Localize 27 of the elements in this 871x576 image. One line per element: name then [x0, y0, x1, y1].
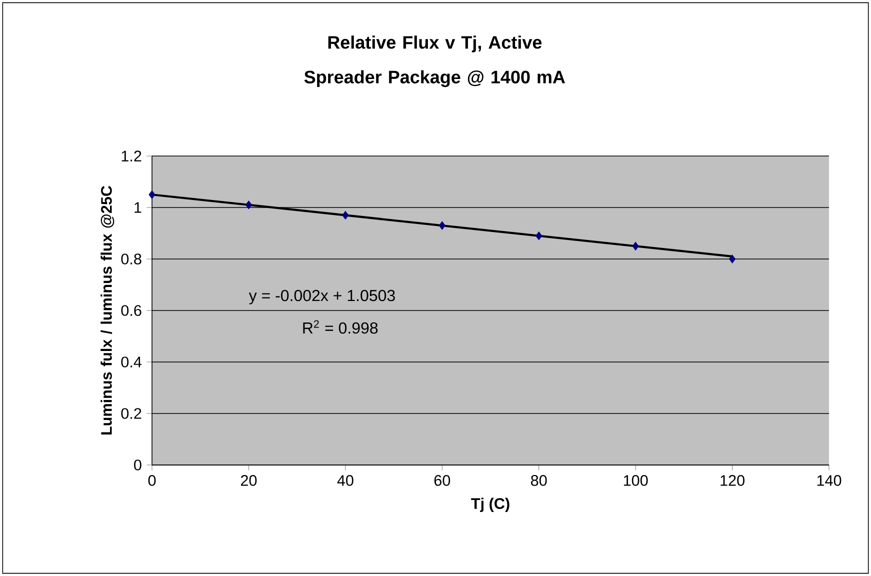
point: [632, 242, 639, 250]
x-tick-label: 20: [240, 475, 257, 486]
y-tick-label: 0.6: [121, 305, 142, 316]
x-tick-label: 120: [720, 475, 744, 486]
x-tick-label: 140: [817, 475, 842, 486]
point: [342, 210, 349, 220]
x-axis-title: Tj (C): [471, 498, 510, 512]
point: [438, 221, 446, 230]
point: [148, 190, 156, 199]
point: [536, 232, 542, 240]
y-tick-label: 0.4: [121, 356, 142, 368]
x-tick-label: 60: [434, 475, 450, 486]
x-tick-label: 0: [148, 475, 156, 486]
annotation: y = -0.002x + 1.0503: [248, 290, 395, 304]
y-tick-label: 0.2: [121, 408, 142, 419]
point: [729, 254, 736, 264]
y-axis-title: Luminus fulx / luminus flux @25C: [100, 186, 114, 435]
y-tick-label: 1: [134, 202, 142, 213]
x-tick-label: 100: [624, 475, 648, 486]
y-tick-label: 0: [134, 460, 142, 470]
y-tick-label: 1.2: [122, 150, 142, 162]
annotation: R$^{2}$ = 0.998: [303, 320, 378, 334]
chart-title: Relative Flux v Tj, Active Spreader Package @ 1400 mA: [304, 36, 565, 88]
x-tick-label: 40: [337, 475, 354, 486]
x-tick-label: 80: [531, 475, 547, 486]
y-tick-label: 0.8: [121, 254, 142, 264]
point: [245, 200, 252, 210]
